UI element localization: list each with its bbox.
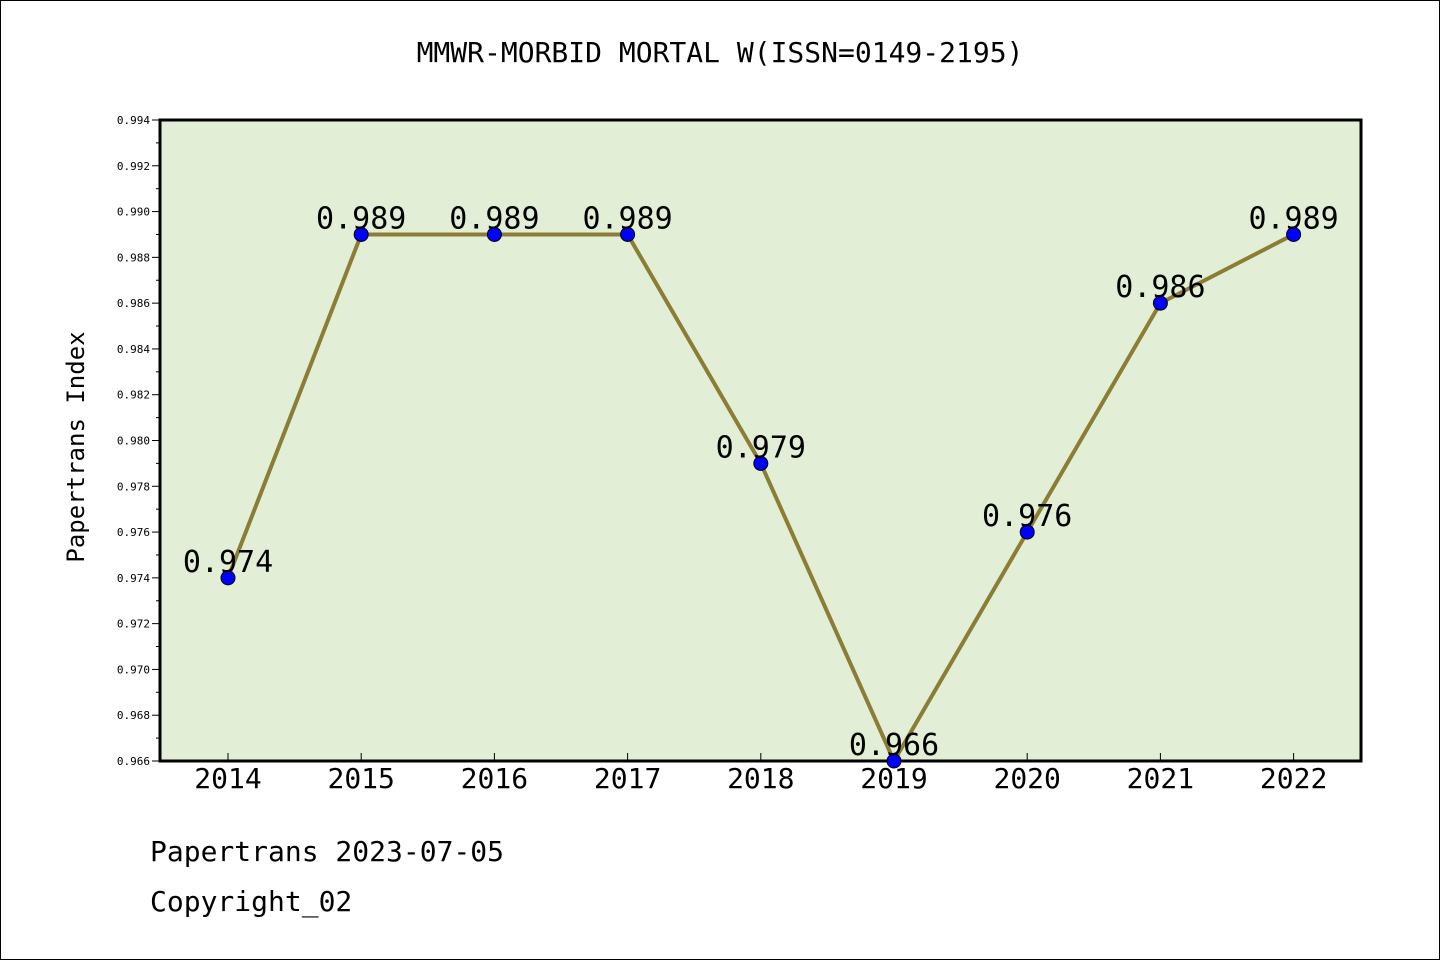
y-tick-label: 0.976 <box>117 526 150 539</box>
y-tick-label: 0.972 <box>117 618 150 631</box>
x-tick-label: 2018 <box>727 762 794 795</box>
data-label: 0.989 <box>316 201 406 236</box>
y-tick-label: 0.994 <box>117 114 150 127</box>
data-point <box>1286 226 1302 242</box>
data-label: 0.974 <box>183 545 273 580</box>
y-axis: 0.966 0.968 0.970 0.972 0.974 0.976 0.978 0.980… <box>117 114 160 768</box>
y-tick-label: 0.968 <box>117 709 150 722</box>
plot-area <box>158 118 1363 763</box>
x-tick-label: 2017 <box>594 762 661 795</box>
y-tick-label: 0.978 <box>117 480 150 493</box>
x-tick-label: 2014 <box>194 762 261 795</box>
data-point <box>1152 295 1168 311</box>
data-label: 0.986 <box>1115 270 1205 305</box>
data-point <box>753 455 769 471</box>
data-label: 0.989 <box>582 201 672 236</box>
series-group: 0.974 0.989 0.989 0.989 0.979 0.966 0.976 0.986… <box>183 201 1339 769</box>
data-label: 0.989 <box>449 201 539 236</box>
data-label: 0.989 <box>1248 201 1338 236</box>
y-tick-label: 0.988 <box>117 251 150 264</box>
y-tick-label: 0.982 <box>117 389 150 402</box>
x-axis: 2014 2015 2016 2017 2018 2019 2020 2021 2022 <box>194 753 1327 795</box>
y-tick-label: 0.992 <box>117 160 150 173</box>
y-tick-label: 0.974 <box>117 572 150 585</box>
data-point <box>220 570 236 586</box>
data-label: 0.976 <box>982 499 1072 534</box>
footer-date: Papertrans 2023-07-05 <box>150 835 505 868</box>
data-point <box>620 226 636 242</box>
chart-title: MMWR-MORBID MORTAL W(ISSN=0149-2195) <box>416 36 1024 69</box>
data-point <box>353 226 369 242</box>
x-tick-label: 2020 <box>993 762 1060 795</box>
x-tick-label: 2015 <box>327 762 394 795</box>
data-point <box>1019 524 1035 540</box>
footer-copyright: Copyright_02 <box>150 885 353 918</box>
y-tick-label: 0.984 <box>117 343 150 356</box>
x-tick-label: 2022 <box>1260 762 1327 795</box>
y-tick-label: 0.970 <box>117 663 150 676</box>
y-tick-label: 0.980 <box>117 435 150 448</box>
x-tick-label: 2021 <box>1127 762 1194 795</box>
x-tick-label: 2016 <box>461 762 528 795</box>
data-point <box>486 226 502 242</box>
y-tick-label: 0.966 <box>117 755 150 768</box>
data-label: 0.966 <box>849 728 939 763</box>
y-axis-label: Papertrans Index <box>62 331 90 562</box>
data-point <box>886 753 902 769</box>
y-tick-label: 0.986 <box>117 297 150 310</box>
data-label: 0.979 <box>716 430 806 465</box>
y-tick-label: 0.990 <box>117 206 150 219</box>
